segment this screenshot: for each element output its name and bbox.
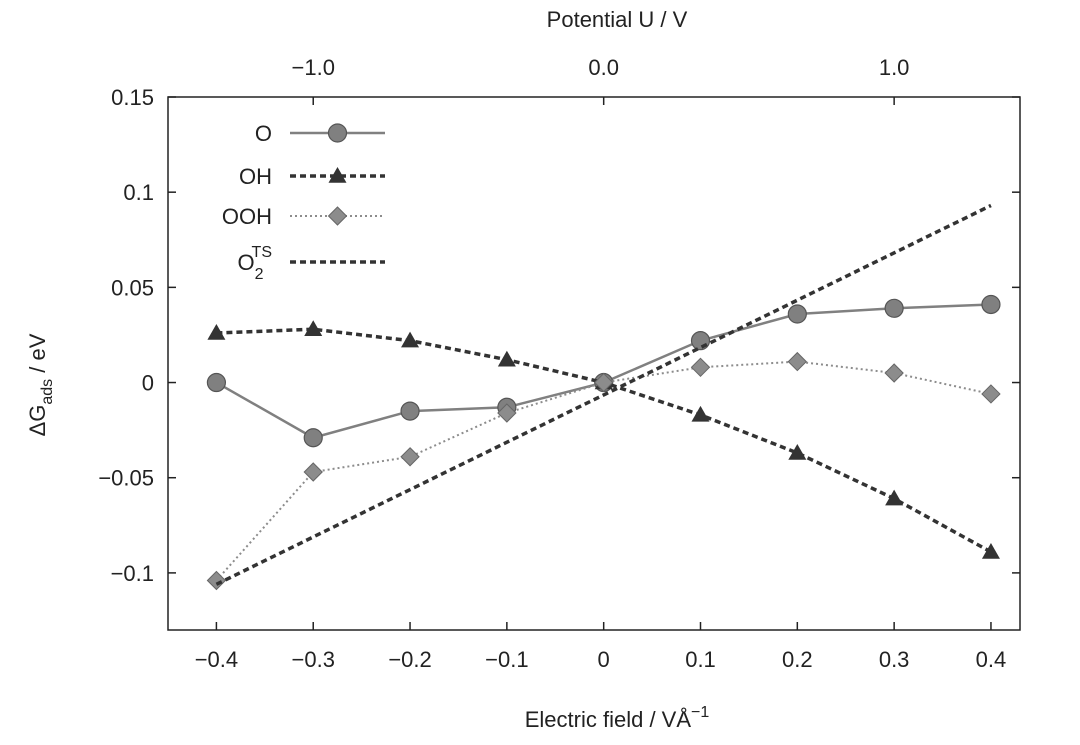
plot-layer (167, 96, 1021, 631)
y-axis-title: ΔGads / eV (25, 333, 56, 436)
legend-marker (328, 167, 347, 183)
x-tick-label: 0.3 (879, 647, 910, 672)
legend-label-sup: TS (252, 244, 272, 261)
x-axis-title-sup: −1 (691, 704, 709, 721)
legend-label-main: OH (239, 164, 272, 189)
legend-label: OH (239, 164, 272, 189)
y-tick-label: −0.05 (98, 466, 154, 491)
x-tick-label: 0.2 (782, 647, 813, 672)
y-tick-label: 0.1 (123, 180, 154, 205)
x-tick-label: −0.3 (292, 647, 335, 672)
data-point-1 (497, 350, 516, 367)
data-point-0 (206, 372, 227, 393)
legend-marker (327, 206, 348, 226)
data-point-1 (207, 324, 226, 340)
legend-label: O (255, 121, 272, 146)
y-axis-title-tail: / eV (25, 333, 50, 379)
data-point-1 (401, 331, 420, 348)
x-tick-label: 0.1 (685, 647, 716, 672)
x-axis-title-main: Electric field / VÅ (525, 707, 692, 732)
legend-marker (327, 123, 348, 143)
data-point-1 (885, 489, 904, 506)
plot-frame (167, 96, 1021, 631)
top-tick-label: 1.0 (879, 55, 910, 80)
series-line-3 (215, 203, 992, 586)
data-point-2 (787, 351, 808, 372)
data-point-1 (304, 320, 323, 336)
x-tick-label: −0.2 (388, 647, 431, 672)
legend-label: OOH (222, 204, 272, 229)
x-tick-label: −0.4 (195, 647, 238, 672)
y-tick-label: 0.15 (111, 85, 154, 110)
y-tick-label: 0 (142, 371, 154, 396)
y-axis-title-main: ΔG (25, 405, 50, 437)
tick-layer: −0.4 −0.3 −0.2 −0.1 0 0.1 0.2 0.3 0.4 0.15 0.1 0.05… (98, 55, 1020, 672)
x-axis-title: Electric field / VÅ−1 (525, 704, 710, 732)
data-point-0 (787, 304, 807, 324)
x-tick-label: −0.1 (485, 647, 528, 672)
data-point-2 (593, 372, 614, 393)
top-tick-label: 0.0 (588, 55, 619, 80)
y-tick-label: 0.05 (111, 275, 154, 300)
legend-label-main: O (238, 250, 255, 275)
data-point-1 (981, 542, 1000, 559)
data-point-0 (981, 294, 1001, 315)
data-point-1 (691, 405, 710, 422)
data-point-2 (400, 447, 420, 467)
data-point-2 (690, 357, 711, 378)
series-line-1 (216, 327, 992, 554)
x-tick-label: 0 (598, 647, 610, 672)
data-point-0 (690, 331, 711, 351)
x-tick-label: 0.4 (976, 647, 1007, 672)
legend-label: O2 TS (238, 244, 272, 283)
data-point-2 (206, 570, 227, 591)
data-point-2 (884, 363, 904, 383)
data-point-1 (788, 443, 807, 460)
y-axis-title-sub: ads (39, 379, 56, 405)
top-tick-label: −1.0 (292, 55, 335, 80)
data-point-2 (981, 384, 1001, 404)
data-point-0 (303, 428, 323, 448)
legend-label-main: O (255, 121, 272, 146)
data-point-0 (400, 401, 420, 421)
data-point-0 (884, 298, 904, 318)
legend-label-main: OOH (222, 204, 272, 229)
data-point-2 (303, 462, 323, 482)
y-tick-label: −0.1 (111, 561, 154, 586)
top-axis-title: Potential U / V (547, 7, 688, 32)
legend-label-sub: 2 (255, 266, 264, 283)
data-point-2 (497, 403, 517, 423)
series-line-0 (215, 303, 992, 440)
